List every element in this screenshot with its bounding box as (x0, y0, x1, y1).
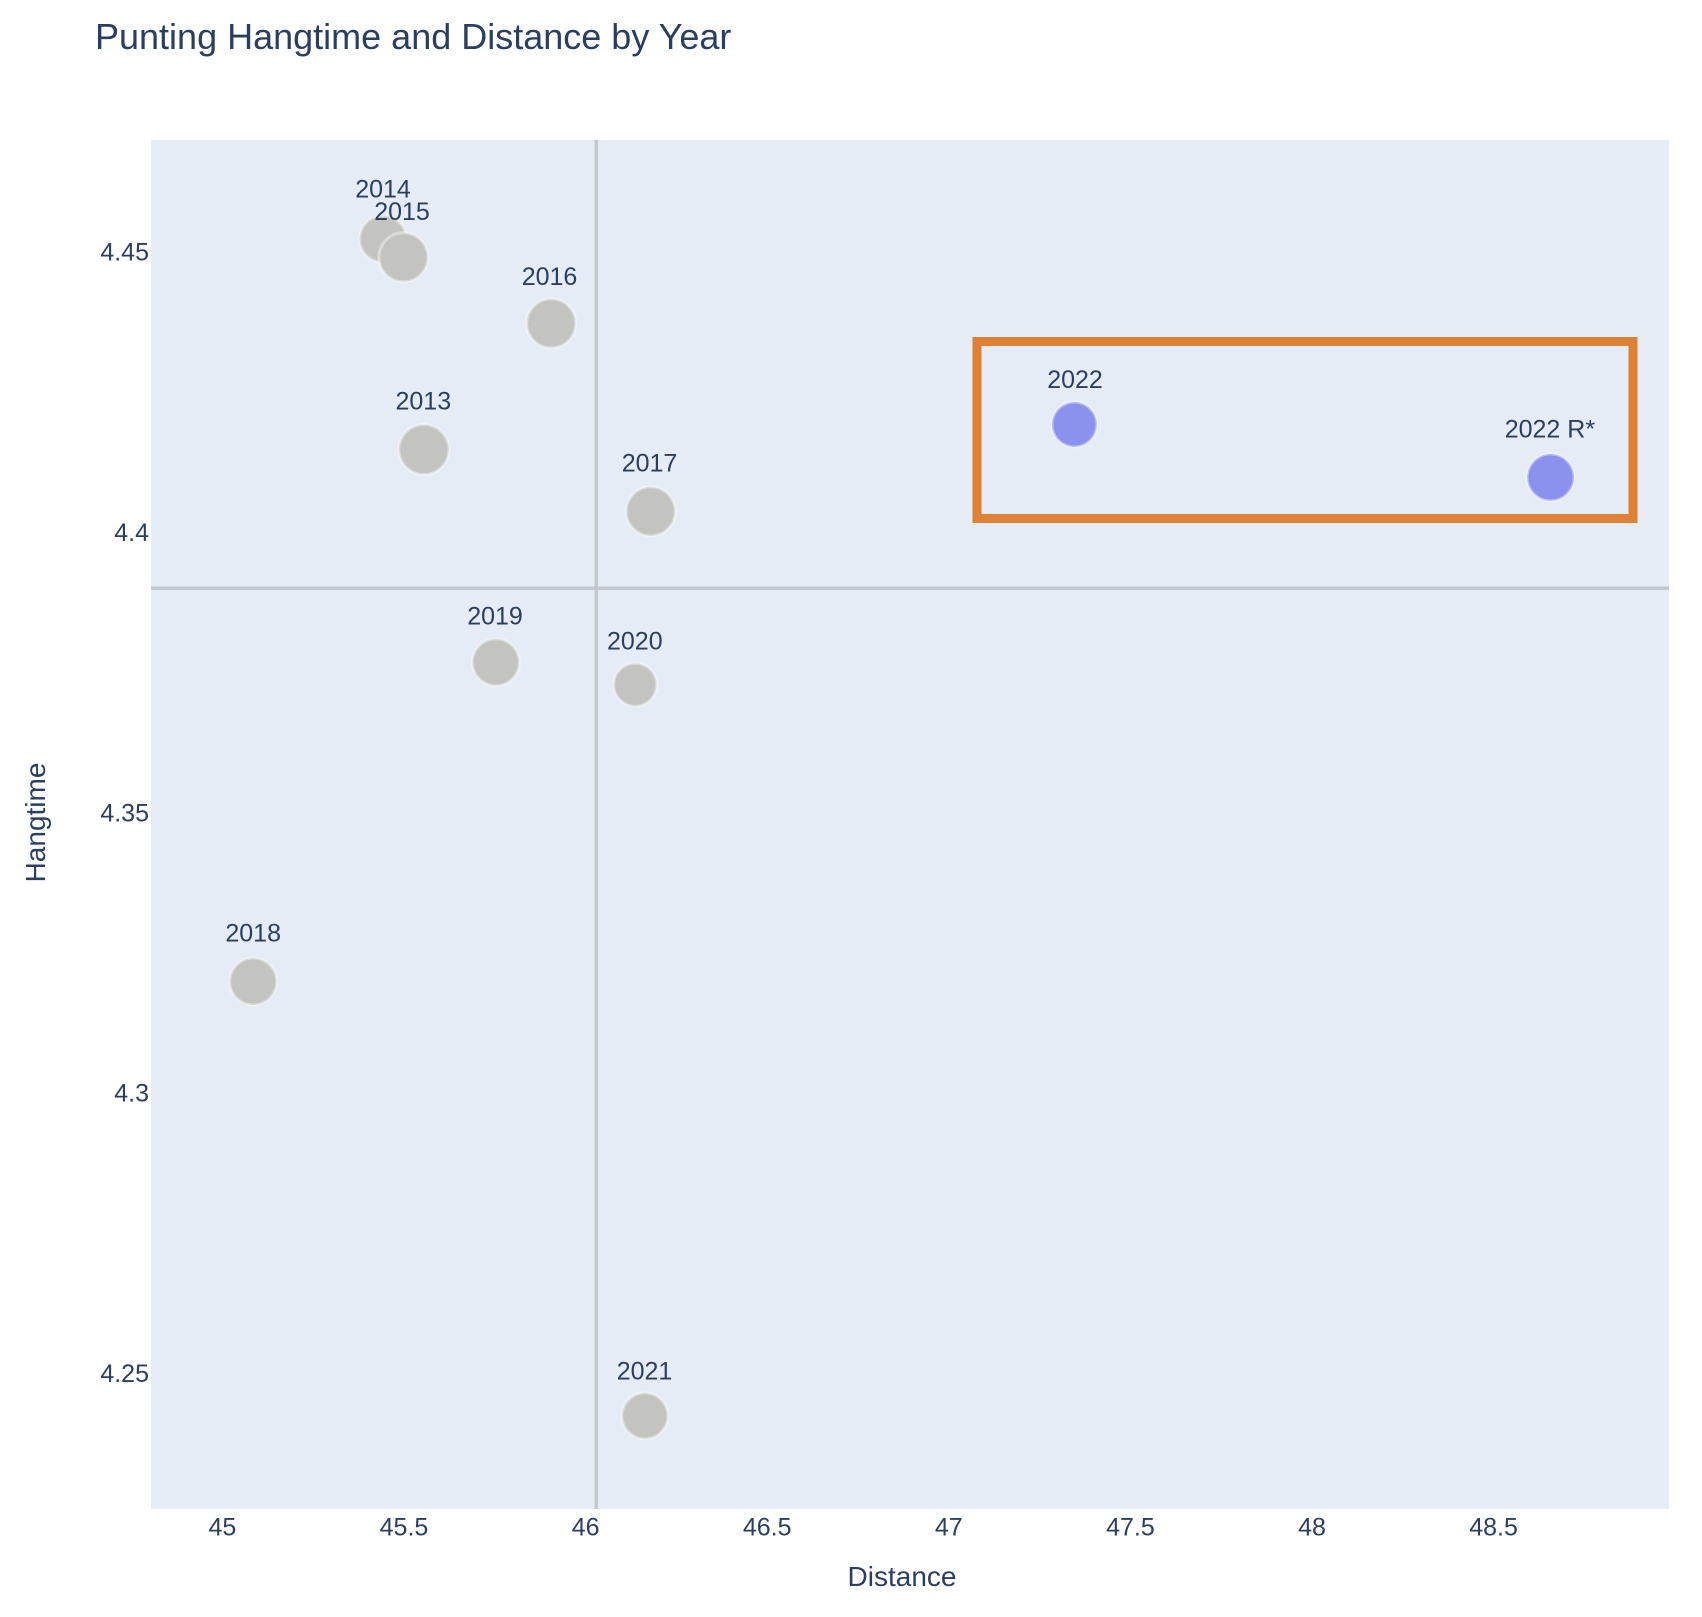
svg-text:4.4: 4.4 (114, 519, 149, 547)
svg-text:2015: 2015 (374, 198, 430, 226)
svg-text:2022 R*: 2022 R* (1505, 416, 1596, 444)
svg-text:4.45: 4.45 (100, 239, 149, 267)
svg-text:47.5: 47.5 (1106, 1514, 1155, 1542)
svg-text:48.5: 48.5 (1469, 1514, 1518, 1542)
svg-text:46: 46 (572, 1514, 600, 1542)
svg-text:2019: 2019 (467, 603, 523, 631)
svg-text:45: 45 (208, 1514, 236, 1542)
svg-text:2020: 2020 (607, 628, 663, 656)
svg-text:4.3: 4.3 (114, 1080, 149, 1108)
svg-text:2016: 2016 (522, 263, 578, 291)
svg-text:2014: 2014 (355, 176, 411, 204)
svg-text:4.25: 4.25 (100, 1360, 149, 1388)
svg-text:2013: 2013 (395, 388, 451, 416)
svg-text:2021: 2021 (617, 1358, 673, 1386)
svg-text:4.35: 4.35 (100, 799, 149, 827)
svg-text:Punting Hangtime and Distance: Punting Hangtime and Distance by Year (95, 16, 731, 57)
svg-text:Distance: Distance (848, 1561, 957, 1592)
svg-text:46.5: 46.5 (743, 1514, 792, 1542)
svg-text:2022: 2022 (1047, 366, 1103, 394)
svg-text:47: 47 (935, 1514, 963, 1542)
svg-text:2018: 2018 (225, 920, 281, 948)
svg-text:2017: 2017 (622, 449, 678, 477)
svg-text:48: 48 (1298, 1514, 1326, 1542)
svg-text:45.5: 45.5 (380, 1514, 429, 1542)
svg-text:Hangtime: Hangtime (20, 763, 51, 883)
